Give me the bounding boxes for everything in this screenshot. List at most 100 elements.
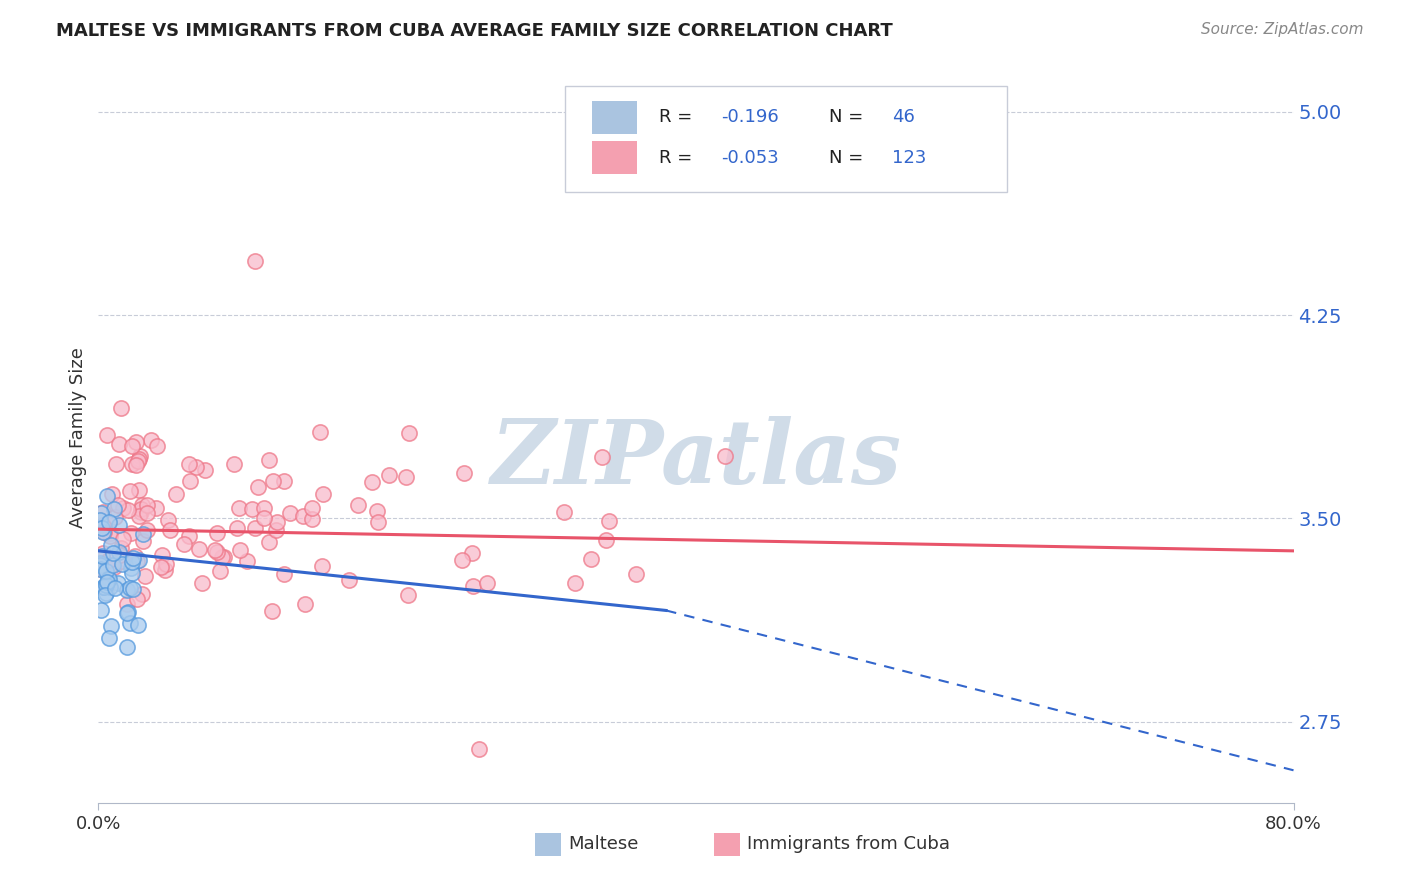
Point: [97, 631, 120, 645]
Point: [97, 553, 120, 567]
Point: [128, 451, 150, 466]
Point: [107, 575, 129, 590]
Point: [120, 525, 142, 540]
Point: [131, 534, 153, 549]
Point: [468, 741, 491, 756]
Point: [90, 506, 112, 520]
Point: [100, 537, 122, 551]
Point: [591, 450, 613, 464]
Point: [121, 555, 143, 569]
Point: [260, 604, 283, 618]
Point: [97, 553, 120, 567]
Point: [128, 509, 150, 524]
Point: [98, 526, 121, 541]
Point: [212, 550, 235, 565]
Point: [395, 469, 418, 483]
Point: [159, 523, 181, 537]
Point: [125, 435, 148, 450]
Point: [108, 545, 131, 559]
Point: [128, 483, 150, 498]
Point: [131, 587, 153, 601]
Point: [257, 453, 280, 467]
Point: [128, 553, 150, 567]
Point: [108, 437, 131, 451]
Point: [253, 500, 276, 515]
Point: [96, 564, 118, 578]
Point: [120, 483, 142, 498]
Point: [173, 537, 195, 551]
Point: [115, 640, 138, 655]
Point: [361, 475, 384, 490]
Point: [292, 508, 315, 523]
Point: [125, 591, 148, 606]
Point: [184, 459, 207, 474]
Point: [129, 450, 152, 464]
Point: [96, 489, 118, 503]
Point: [111, 558, 134, 572]
Point: [273, 567, 295, 582]
Point: [581, 552, 603, 566]
Point: [398, 426, 420, 441]
Point: [136, 506, 159, 520]
Text: MALTESE VS IMMIGRANTS FROM CUBA AVERAGE FAMILY SIZE CORRELATION CHART: MALTESE VS IMMIGRANTS FROM CUBA AVERAGE …: [56, 22, 893, 40]
Point: [257, 535, 280, 549]
Point: [155, 557, 177, 571]
Point: [294, 597, 316, 611]
Point: [98, 580, 121, 594]
Point: [264, 524, 287, 538]
Point: [222, 458, 245, 472]
Point: [101, 558, 124, 572]
FancyBboxPatch shape: [565, 86, 1007, 192]
Point: [595, 533, 617, 547]
Point: [312, 487, 335, 501]
Point: [366, 504, 388, 518]
Point: [96, 575, 118, 590]
Point: [367, 515, 389, 529]
Point: [311, 558, 333, 573]
Point: [115, 583, 138, 598]
Point: [91, 580, 114, 594]
Y-axis label: Average Family Size: Average Family Size: [69, 347, 87, 527]
Point: [125, 554, 148, 568]
Text: R =: R =: [659, 149, 697, 167]
Point: [131, 498, 153, 512]
Point: [97, 578, 120, 592]
Point: [347, 498, 370, 512]
Point: [89, 558, 111, 572]
Point: [110, 549, 132, 563]
Point: [453, 467, 475, 481]
Point: [120, 581, 142, 595]
Bar: [714, 833, 740, 856]
Point: [273, 475, 295, 489]
Point: [278, 506, 301, 520]
Text: 123: 123: [891, 149, 927, 167]
Point: [104, 510, 127, 524]
Point: [337, 573, 360, 587]
Point: [157, 513, 180, 527]
Point: [89, 557, 111, 571]
Point: [136, 498, 159, 512]
Text: R =: R =: [659, 109, 697, 127]
Point: [124, 549, 146, 563]
Point: [91, 517, 114, 532]
Point: [205, 525, 228, 540]
Point: [101, 546, 124, 560]
Point: [177, 529, 200, 543]
Point: [90, 521, 112, 535]
Point: [247, 480, 270, 494]
Point: [378, 467, 401, 482]
Point: [96, 586, 118, 600]
Point: [117, 605, 139, 619]
Text: -0.053: -0.053: [721, 149, 779, 167]
Point: [101, 487, 124, 501]
Text: N =: N =: [828, 149, 869, 167]
Point: [121, 439, 143, 453]
Point: [125, 458, 148, 472]
Point: [129, 505, 152, 519]
Point: [236, 554, 259, 568]
Point: [132, 527, 155, 541]
Point: [94, 578, 117, 592]
Point: [460, 546, 482, 560]
Point: [111, 500, 134, 515]
Point: [120, 616, 142, 631]
